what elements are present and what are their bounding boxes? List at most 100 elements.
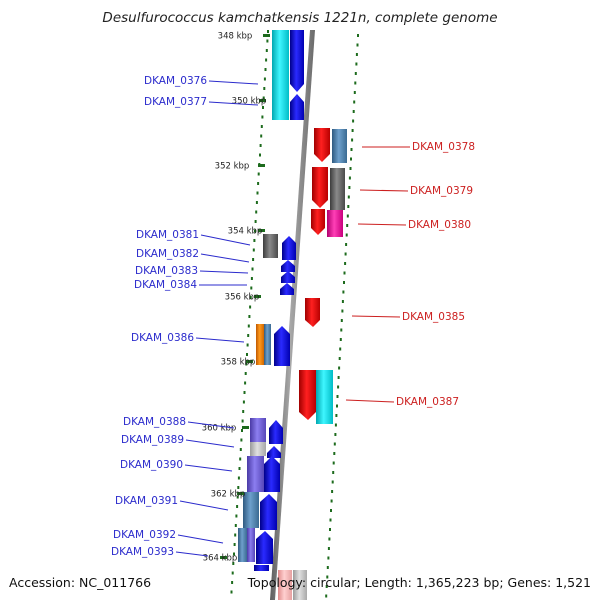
gene-feature[interactable] bbox=[290, 30, 304, 75]
track-tick bbox=[330, 509, 332, 512]
gene-feature[interactable] bbox=[290, 94, 304, 120]
track-tick bbox=[242, 400, 245, 404]
gene-feature[interactable] bbox=[264, 456, 280, 492]
track-tick bbox=[247, 324, 250, 328]
right-strand-features bbox=[278, 128, 347, 600]
kbp-major-tick bbox=[237, 492, 244, 495]
gene-feature[interactable] bbox=[247, 456, 264, 492]
track-tick bbox=[350, 148, 353, 151]
track-tick bbox=[343, 281, 345, 284]
gene-feature[interactable] bbox=[281, 260, 295, 272]
gene-label-left[interactable]: DKAM_0393 bbox=[111, 546, 174, 558]
kbp-label: 358 kbp bbox=[221, 358, 256, 368]
track-tick bbox=[354, 81, 357, 85]
track-tick bbox=[249, 305, 252, 309]
track-tick bbox=[329, 528, 331, 531]
gene-feature[interactable] bbox=[250, 442, 266, 456]
track-tick bbox=[264, 68, 267, 71]
gene-label-left[interactable]: DKAM_0384 bbox=[134, 279, 197, 291]
gene-feature[interactable] bbox=[254, 565, 269, 571]
gene-label-right[interactable]: DKAM_0379 bbox=[410, 185, 473, 197]
gene-label-left[interactable]: DKAM_0390 bbox=[120, 459, 183, 471]
track-tick bbox=[338, 357, 341, 360]
gene-feature[interactable] bbox=[278, 570, 292, 600]
track-tick bbox=[245, 362, 248, 366]
track-tick bbox=[344, 262, 347, 265]
gene-feature[interactable] bbox=[247, 528, 255, 562]
gene-feature[interactable] bbox=[256, 531, 273, 564]
gene-label-left[interactable]: DKAM_0381 bbox=[136, 229, 199, 241]
gene-label-right[interactable]: DKAM_0380 bbox=[408, 219, 471, 231]
gene-label-right[interactable]: DKAM_0378 bbox=[412, 141, 475, 153]
track-tick bbox=[342, 290, 345, 294]
gene-feature[interactable] bbox=[330, 168, 345, 210]
gene-label-left[interactable]: DKAM_0377 bbox=[144, 96, 207, 108]
kbp-label: 364 kbp bbox=[203, 554, 238, 564]
gene-label-left[interactable]: DKAM_0388 bbox=[123, 416, 186, 428]
gene-feature[interactable] bbox=[264, 324, 271, 365]
track-tick bbox=[326, 566, 329, 569]
gene-feature[interactable] bbox=[299, 370, 316, 420]
gene-label-left[interactable]: DKAM_0383 bbox=[135, 265, 198, 277]
gene-label-right[interactable]: DKAM_0385 bbox=[402, 311, 465, 323]
gene-feature[interactable] bbox=[256, 324, 264, 365]
gene-feature[interactable] bbox=[280, 283, 294, 295]
gene-feature[interactable] bbox=[250, 418, 266, 442]
track-tick bbox=[238, 467, 241, 470]
track-tick bbox=[231, 571, 234, 575]
track-tick bbox=[337, 385, 340, 389]
track-tick bbox=[340, 328, 343, 332]
track-tick bbox=[336, 395, 339, 398]
track-tick bbox=[348, 176, 351, 180]
gene-feature[interactable] bbox=[316, 370, 333, 424]
gene-label-left[interactable]: DKAM_0389 bbox=[121, 434, 184, 446]
gene-feature[interactable] bbox=[274, 326, 290, 366]
leader-line bbox=[357, 223, 407, 226]
gene-feature[interactable] bbox=[272, 30, 289, 120]
track-tick bbox=[344, 252, 347, 256]
track-tick bbox=[332, 471, 335, 474]
gene-feature[interactable] bbox=[260, 494, 277, 530]
track-tick bbox=[232, 562, 235, 565]
gene-feature[interactable] bbox=[269, 420, 283, 444]
gene-feature[interactable] bbox=[327, 210, 343, 237]
left-gene-labels: DKAM_0376 DKAM_0377 DKAM_0381 DKAM_0382 DKAM… bbox=[111, 75, 259, 558]
track-tick bbox=[267, 30, 269, 33]
track-tick bbox=[250, 277, 253, 280]
track-tick bbox=[349, 167, 352, 170]
track-tick bbox=[335, 414, 338, 417]
gene-label-left[interactable]: DKAM_0376 bbox=[144, 75, 207, 87]
gene-feature[interactable] bbox=[311, 209, 325, 235]
kbp-label: 362 kbp bbox=[211, 490, 246, 500]
track-tick bbox=[357, 34, 359, 37]
kbp-label: 360 kbp bbox=[202, 424, 237, 434]
track-tick bbox=[354, 72, 357, 75]
leader-line bbox=[195, 337, 245, 343]
gene-label-left[interactable]: DKAM_0386 bbox=[131, 332, 194, 344]
gene-feature[interactable] bbox=[267, 446, 281, 458]
track-tick bbox=[249, 296, 252, 299]
gene-feature[interactable] bbox=[305, 298, 320, 327]
gene-feature[interactable] bbox=[290, 75, 304, 92]
gene-feature[interactable] bbox=[263, 234, 278, 258]
gene-label-left[interactable]: DKAM_0391 bbox=[115, 495, 178, 507]
leader-line bbox=[185, 439, 235, 448]
track-tick bbox=[348, 186, 351, 189]
gene-feature[interactable] bbox=[293, 570, 307, 600]
gene-label-right[interactable]: DKAM_0387 bbox=[396, 396, 459, 408]
right-gene-labels: DKAM_0378 DKAM_0379 DKAM_0380 DKAM_0385 DKAM… bbox=[345, 141, 475, 408]
track-tick bbox=[345, 233, 348, 237]
gene-feature[interactable] bbox=[282, 236, 296, 260]
gene-feature[interactable] bbox=[332, 129, 347, 163]
leader-line bbox=[175, 551, 209, 557]
gene-label-left[interactable]: DKAM_0382 bbox=[136, 248, 199, 260]
track-tick bbox=[351, 129, 354, 132]
track-tick bbox=[332, 461, 335, 465]
gene-feature[interactable] bbox=[238, 528, 247, 562]
gene-feature[interactable] bbox=[281, 271, 295, 283]
gene-feature[interactable] bbox=[314, 128, 330, 162]
gene-label-left[interactable]: DKAM_0392 bbox=[113, 529, 176, 541]
gene-feature[interactable] bbox=[243, 492, 259, 528]
track-tick bbox=[337, 376, 340, 379]
gene-feature[interactable] bbox=[312, 167, 328, 208]
